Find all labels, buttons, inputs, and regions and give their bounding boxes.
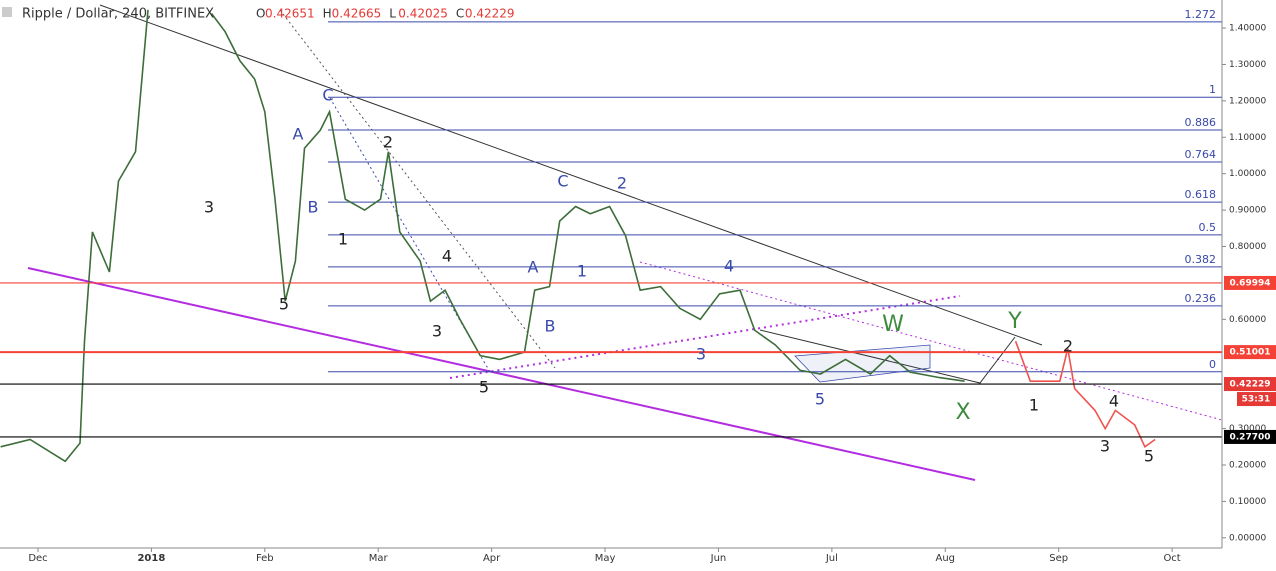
wave-label: 3 xyxy=(432,322,442,341)
x-tick-label: Jul xyxy=(825,553,838,564)
wave-label: 1 xyxy=(1029,396,1039,415)
countdown: 53:31 xyxy=(1242,395,1271,405)
trendline xyxy=(639,261,1223,421)
price-tag-label: 0.51001 xyxy=(1230,348,1271,358)
channel xyxy=(794,344,931,383)
price-tag xyxy=(1224,377,1276,392)
x-tick-label: Dec xyxy=(28,553,47,564)
wave-label: 4 xyxy=(442,247,452,266)
wave-label: B xyxy=(308,198,319,217)
fib-label: 0.886 xyxy=(1185,116,1217,129)
y-tick-label: 1.00000 xyxy=(1229,169,1266,179)
wave-label: 5 xyxy=(279,295,289,314)
price-line xyxy=(0,9,965,463)
wave-label: 5 xyxy=(479,378,489,397)
plot: 1.272 1 0.886 0.764 0.618 0.5 0.382 0.236 0 3 5 A B C… xyxy=(0,8,1222,466)
y-tick-label: 0.30000 xyxy=(1229,424,1266,434)
trendline xyxy=(99,4,1043,346)
ohlc-value: 0.42651 xyxy=(265,7,315,21)
y-tick-label: 0.20000 xyxy=(1229,460,1266,470)
wave-label: W xyxy=(882,312,904,337)
drawings xyxy=(27,4,1223,481)
wave-label: 2 xyxy=(617,174,627,193)
y-tick-label: 1.40000 xyxy=(1229,24,1266,34)
wave-label: X xyxy=(955,400,970,425)
y-tick-label: 0.80000 xyxy=(1229,242,1266,252)
wave-label: 4 xyxy=(724,257,734,276)
wave-label: 2 xyxy=(1063,337,1073,356)
price-tag-label: 0.42229 xyxy=(1230,380,1271,390)
ohlc-value: 0.42229 xyxy=(465,7,515,21)
price-tag-label: 0.27700 xyxy=(1230,432,1271,442)
price-tag-label: 0.69994 xyxy=(1230,278,1271,288)
price-tag xyxy=(1224,275,1276,290)
x-tick-label: Sep xyxy=(1049,553,1068,564)
x-tick-label: Oct xyxy=(1163,553,1180,564)
symbol-icon[interactable] xyxy=(2,7,12,17)
wave-label: Y xyxy=(1007,309,1022,334)
wave-label: A xyxy=(293,125,304,144)
wave-label: B xyxy=(545,317,556,336)
wave-label: 5 xyxy=(815,390,825,409)
wave-label: 3 xyxy=(1100,437,1110,456)
wave-label: C xyxy=(557,172,568,191)
x-tick-label: Aug xyxy=(936,553,956,564)
trendline xyxy=(449,295,961,379)
x-tick-label: Apr xyxy=(483,553,501,564)
ohlc-label: L xyxy=(389,7,396,21)
fib-label: 0.618 xyxy=(1185,188,1217,201)
price-tag xyxy=(1224,429,1276,444)
countdown-tag xyxy=(1237,392,1276,407)
wave-label: 5 xyxy=(1144,447,1154,466)
y-tick-label: 0.00000 xyxy=(1229,533,1266,543)
y-tick-label: 0.10000 xyxy=(1229,497,1266,507)
wave-label: C xyxy=(322,86,333,105)
fib-label: 0.382 xyxy=(1185,253,1217,266)
wave-label: 3 xyxy=(696,345,706,364)
wave-label: 1 xyxy=(338,230,348,249)
fib-label: 0 xyxy=(1209,358,1216,371)
trendline xyxy=(27,267,976,481)
fib-label: 0.236 xyxy=(1185,292,1217,305)
wave-label: 1 xyxy=(577,262,587,281)
fib-label: 1.272 xyxy=(1185,8,1217,21)
ohlc-label: O xyxy=(256,7,265,21)
x-tick-label: Jun xyxy=(710,553,727,564)
ohlc-value: 0.42025 xyxy=(398,7,448,21)
ohlc-value: 0.42665 xyxy=(332,7,382,21)
wave-label: 3 xyxy=(204,198,214,217)
wave-label: 2 xyxy=(383,133,393,152)
fib-label: 1 xyxy=(1209,83,1216,96)
symbol-title: Ripple / Dollar, 240, BITFINEX xyxy=(22,7,214,22)
x-tick-label: 2018 xyxy=(137,553,165,564)
price-tag xyxy=(1224,345,1276,360)
y-tick-label: 1.10000 xyxy=(1229,133,1266,143)
x-tick-label: May xyxy=(595,553,616,564)
y-tick-label: 0.90000 xyxy=(1229,206,1266,216)
x-tick-label: Mar xyxy=(369,553,389,564)
x-tick-label: Feb xyxy=(256,553,274,564)
price-line xyxy=(1014,340,1156,449)
y-tick-label: 1.20000 xyxy=(1229,96,1266,106)
fib-label: 0.764 xyxy=(1185,148,1217,161)
ohlc-label: H xyxy=(323,7,332,21)
trendline xyxy=(279,9,556,369)
ohlc-label: C xyxy=(456,7,464,21)
y-tick-label: 1.30000 xyxy=(1229,60,1266,70)
y-tick-label: 0.60000 xyxy=(1229,315,1266,325)
wave-label: A xyxy=(528,258,539,277)
wave-label: 4 xyxy=(1109,392,1119,411)
fib-label: 0.5 xyxy=(1199,221,1217,234)
